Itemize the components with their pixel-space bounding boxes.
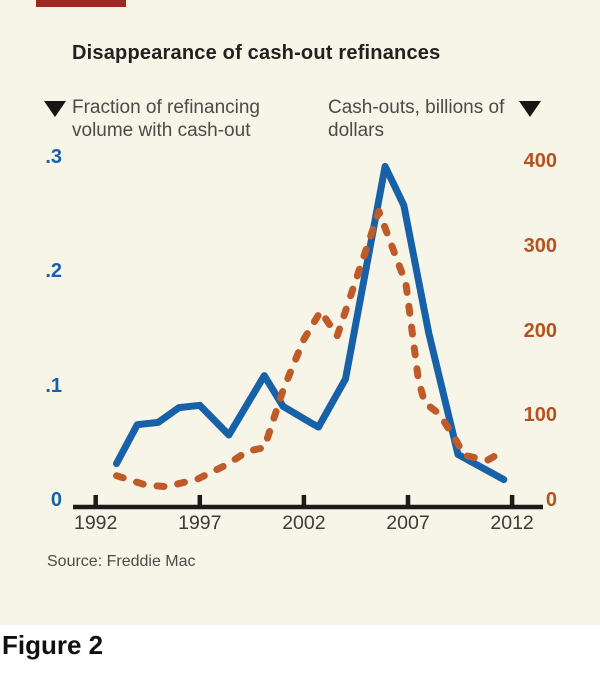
y-axis-right-tick-label: 400	[523, 150, 557, 173]
down-triangle-icon	[519, 101, 541, 117]
y-axis-right-tick-label: 200	[523, 319, 557, 342]
legend-left-line1: Fraction of refinancing	[72, 97, 260, 118]
accent-bar	[36, 0, 126, 7]
figure-caption: Figure 2	[2, 630, 104, 660]
y-axis-left-tick-label: .2	[45, 260, 62, 283]
y-axis-left-tick-label: 0	[50, 489, 62, 511]
x-axis-tick-label: 2012	[490, 512, 534, 534]
legend-left-line2: volume with cash-out	[72, 120, 251, 141]
source-note: Source: Freddie Mac	[47, 553, 196, 570]
down-triangle-icon	[44, 101, 66, 117]
x-axis-tick-label: 1992	[73, 512, 118, 534]
x-axis-tick-label: 2002	[282, 512, 326, 534]
x-axis-tick-label: 2007	[386, 512, 430, 534]
fraction-series-line	[113, 162, 508, 484]
y-axis-left-tick-label: .3	[45, 146, 62, 169]
legend-right-line1: Cash-outs, billions of	[328, 97, 505, 118]
y-axis-right-tick-label: 100	[523, 404, 557, 427]
legend-right-line2: dollars	[328, 120, 384, 141]
legend-left-label: Fraction of refinancing volume with cash…	[72, 96, 260, 142]
x-axis-tick-label: 1997	[178, 512, 222, 534]
y-axis-left-tick-label: .1	[45, 374, 62, 397]
chart-panel: Disappearance of cash-out refinances Fra…	[0, 0, 600, 625]
y-axis-right-tick-label: 0	[545, 489, 557, 511]
cash-outs-series-line	[113, 207, 508, 491]
chart-title: Disappearance of cash-out refinances	[72, 42, 441, 64]
y-axis-right-tick-label: 300	[523, 234, 557, 257]
legend-right-label: Cash-outs, billions of dollars	[328, 96, 504, 142]
